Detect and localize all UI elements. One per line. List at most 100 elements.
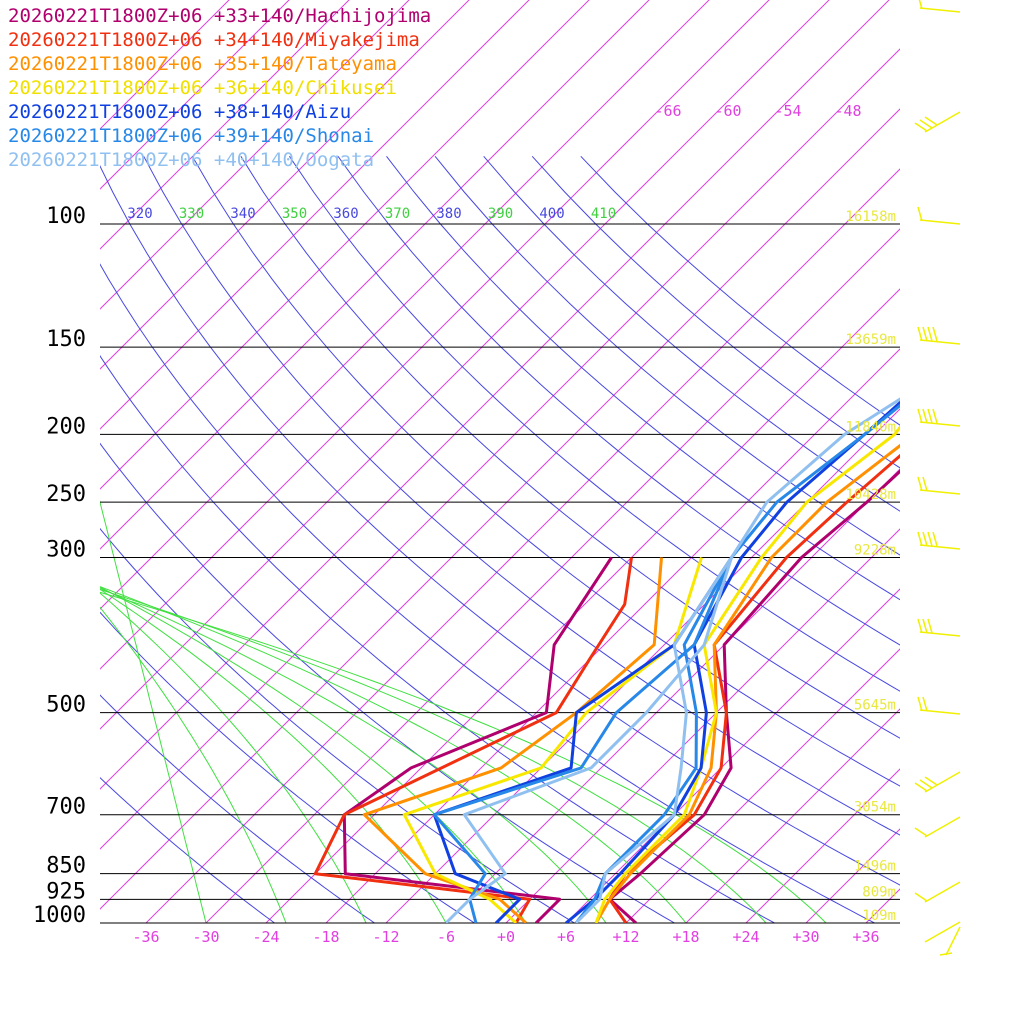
axis-labels: 100 16158m 150 13659m 200 11840m 250 10428m 300 9… <box>33 102 896 946</box>
isotherm-line <box>100 48 900 850</box>
wind-barb <box>917 476 961 495</box>
wind-barbs <box>914 0 961 956</box>
temperature-profile-line <box>574 403 900 923</box>
wind-barb <box>924 921 961 943</box>
dry-adiabat-line <box>143 156 900 836</box>
isotherm-line <box>100 0 590 490</box>
pressure-label: 1000 <box>33 903 86 928</box>
theta-label: 350 <box>282 206 307 222</box>
pressure-label: 850 <box>46 854 86 879</box>
moist-adiabat-line <box>100 500 207 923</box>
wind-barb <box>917 696 961 715</box>
moist-adiabat-line <box>100 592 367 923</box>
temperature-tick-label: -66 <box>654 102 681 120</box>
isotherm-line <box>685 708 900 923</box>
isotherm-line <box>565 588 900 923</box>
dewpoint-profile-line <box>342 556 613 923</box>
dry-adiabat-line <box>483 155 900 512</box>
pressure-label: 250 <box>46 482 86 507</box>
height-label: 1496m <box>854 859 896 875</box>
isotherm-line <box>145 168 900 923</box>
isotherm-line <box>325 348 900 923</box>
isotherm-line <box>100 0 710 610</box>
dry-adiabat-line <box>240 156 900 739</box>
wind-barb <box>917 206 961 225</box>
dry-adiabat-line <box>100 164 900 886</box>
temperature-tick-label: -60 <box>714 102 741 120</box>
isotherm-line <box>205 228 900 923</box>
moist-adiabat-line <box>100 588 767 923</box>
moist-adiabat-lines <box>100 500 827 923</box>
wind-barb <box>917 408 961 427</box>
moist-adiabat-line <box>100 606 287 923</box>
isotherm-line <box>100 108 900 910</box>
dry-adiabat-line <box>100 527 576 923</box>
height-label: 11840m <box>845 419 896 435</box>
moist-adiabat-line <box>100 591 827 923</box>
isotherm-line <box>100 0 470 370</box>
pressure-label: 700 <box>46 795 86 820</box>
temperature-tick-label: +6 <box>557 928 575 946</box>
moist-adiabat-line <box>100 587 607 923</box>
wind-barb <box>917 531 961 550</box>
pressure-label: 150 <box>46 327 86 352</box>
temperature-tick-label: -30 <box>192 928 219 946</box>
theta-label: 340 <box>230 206 255 222</box>
wind-barb <box>917 326 961 345</box>
temperature-tick-label: +36 <box>852 928 879 946</box>
pressure-label: 300 <box>46 538 86 563</box>
isotherm-line <box>100 0 650 550</box>
isotherm-line <box>100 0 410 310</box>
dry-adiabat-line <box>100 694 376 923</box>
height-label: 16158m <box>845 209 896 225</box>
temperature-tick-label: +12 <box>612 928 639 946</box>
wind-barb <box>918 0 961 13</box>
dewpoint-profile-line <box>444 557 733 923</box>
temperature-profile-line <box>608 453 900 923</box>
dry-adiabat-line <box>100 263 876 923</box>
theta-label: 330 <box>179 206 204 222</box>
theta-label: 400 <box>539 206 564 222</box>
temperature-profile-line <box>594 443 900 923</box>
isotherm-line <box>100 0 770 670</box>
pressure-label: 500 <box>46 693 86 718</box>
height-label: 3054m <box>854 800 896 816</box>
temperature-tick-label: +18 <box>672 928 699 946</box>
theta-label: 410 <box>591 206 616 222</box>
isotherm-line <box>100 0 530 430</box>
height-label: 9228m <box>854 543 896 559</box>
height-label: 5645m <box>854 698 896 714</box>
temperature-tick-label: +24 <box>732 928 759 946</box>
pressure-label: 925 <box>46 879 86 904</box>
isotherm-line <box>385 408 900 923</box>
height-label: 10428m <box>845 487 896 503</box>
pressure-label: 100 <box>46 204 86 229</box>
isotherm-line <box>100 0 890 790</box>
dewpoint-profile-line <box>432 556 733 923</box>
dry-adiabat-line <box>288 156 900 692</box>
legend-entry: 20260221T1800Z+06 +36+140/Chikusei <box>8 77 397 99</box>
legend-entry: 20260221T1800Z+06 +38+140/Aizu <box>8 101 352 123</box>
isotherm-line <box>926 0 1024 923</box>
wind-barb <box>914 881 961 903</box>
wind-barb <box>914 771 961 793</box>
isotherm-line <box>986 0 1024 923</box>
temperature-tick-label: -24 <box>252 928 279 946</box>
temperature-profile-line <box>574 397 900 923</box>
temperature-tick-label: -6 <box>437 928 455 946</box>
legend-entry: 20260221T1800Z+06 +34+140/Miyakejima <box>8 29 420 51</box>
dry-adiabat-line <box>434 155 900 556</box>
isotherm-line <box>445 468 900 923</box>
dry-adiabat-line <box>386 155 900 601</box>
legend-entry: 20260221T1800Z+06 +33+140/Hachijojima <box>8 5 432 27</box>
dry-adiabat-line <box>100 777 276 923</box>
dewpoint-profile-line <box>362 557 663 923</box>
height-label: 13659m <box>845 332 896 348</box>
sounding-series <box>313 397 900 923</box>
isotherm-line <box>625 648 900 923</box>
height-label: 109m <box>862 908 896 924</box>
isotherm-line <box>805 828 900 923</box>
wind-barb <box>939 926 961 956</box>
dewpoint-profile-line <box>432 556 733 923</box>
